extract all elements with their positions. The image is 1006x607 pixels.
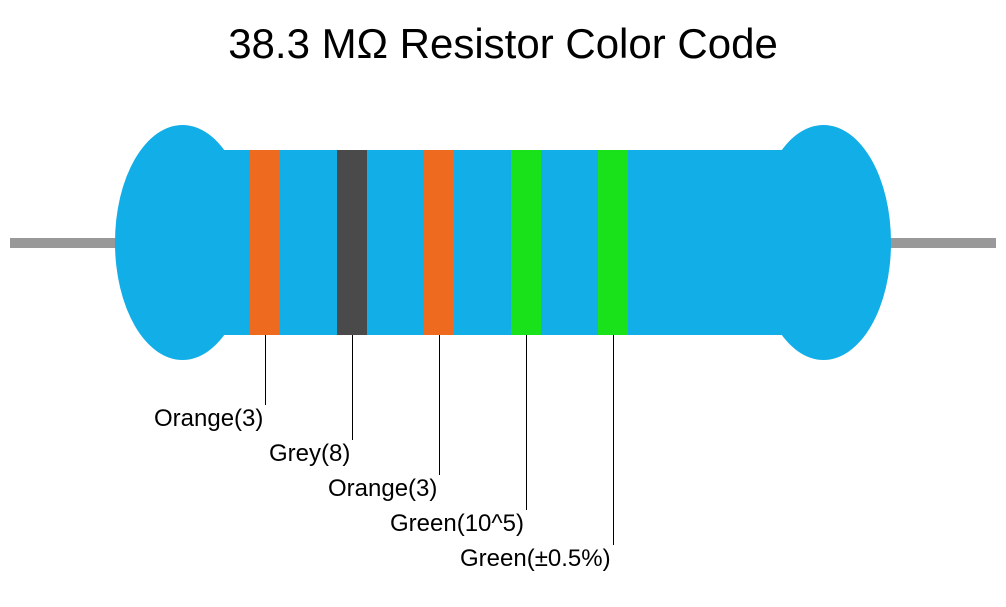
leader-line [352,335,353,440]
band-4 [511,150,541,335]
band-label: Green(±0.5%) [460,545,611,573]
band-label: Green(10^5) [390,510,524,538]
band-label: Grey(8) [269,440,350,468]
color-bands [250,150,628,335]
band-label: Orange(3) [154,405,263,433]
band-5 [598,150,628,335]
band-1 [250,150,280,335]
leader-line [526,335,527,510]
leader-line [613,335,614,545]
band-2 [337,150,367,335]
leader-line [439,335,440,475]
band-3 [424,150,454,335]
resistor-diagram: Orange(3)Grey(8)Orange(3)Green(10^5)Gree… [0,90,1006,590]
leader-line [265,335,266,405]
band-label: Orange(3) [328,475,437,503]
diagram-title: 38.3 MΩ Resistor Color Code [0,0,1006,68]
